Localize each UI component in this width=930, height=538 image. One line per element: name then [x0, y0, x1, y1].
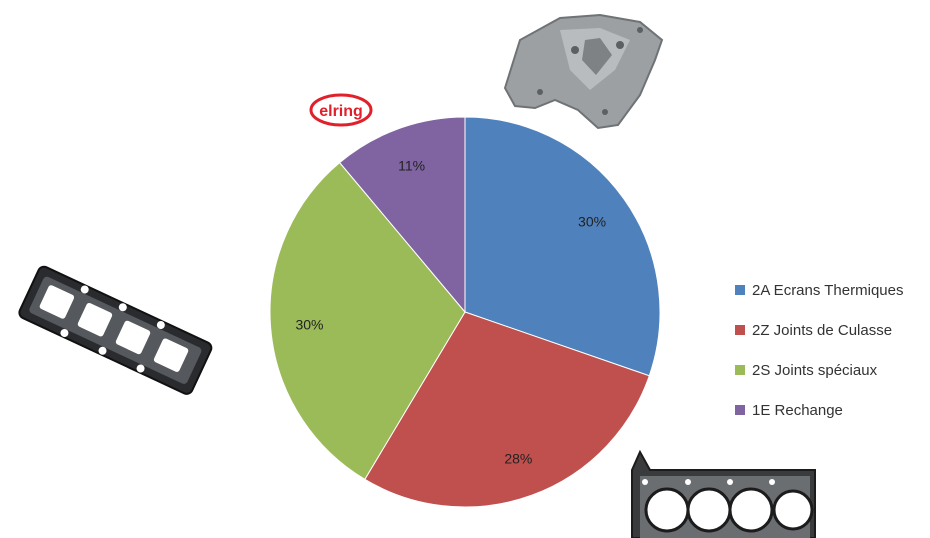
exhaust-manifold-gasket-photo: [18, 265, 213, 395]
legend-item: 1E Rechange: [735, 390, 903, 430]
legend-swatch: [735, 285, 745, 295]
chart-legend: 2A Ecrans Thermiques 2Z Joints de Culass…: [735, 270, 903, 430]
pie-chart: 30% 28% 30% 11%: [269, 116, 661, 508]
pie-slice: [269, 161, 466, 480]
pie-slice: [464, 116, 661, 377]
legend-label: 2Z Joints de Culasse: [752, 321, 893, 339]
legend-swatch: [735, 405, 745, 415]
heat-shield-photo: [498, 8, 673, 136]
slice-data-label: 30%: [295, 316, 323, 332]
cylinder-head-gasket-photo: [628, 449, 820, 538]
legend-label: 1E Rechange: [752, 401, 843, 419]
slice-data-label: 30%: [578, 214, 606, 230]
legend-item: 2S Joints spéciaux: [735, 350, 903, 390]
slice-data-label: 11%: [398, 157, 425, 173]
legend-swatch: [735, 325, 745, 335]
legend-swatch: [735, 365, 745, 375]
legend-item: 2Z Joints de Culasse: [735, 310, 903, 350]
logo-text: elring: [319, 103, 363, 120]
legend-item: 2A Ecrans Thermiques: [735, 270, 903, 310]
slice-data-label: 28%: [504, 451, 532, 467]
pie-slice: [338, 116, 466, 314]
legend-label: 2S Joints spéciaux: [752, 361, 878, 379]
elring-logo: elring: [309, 93, 373, 127]
legend-label: 2A Ecrans Thermiques: [752, 281, 904, 299]
